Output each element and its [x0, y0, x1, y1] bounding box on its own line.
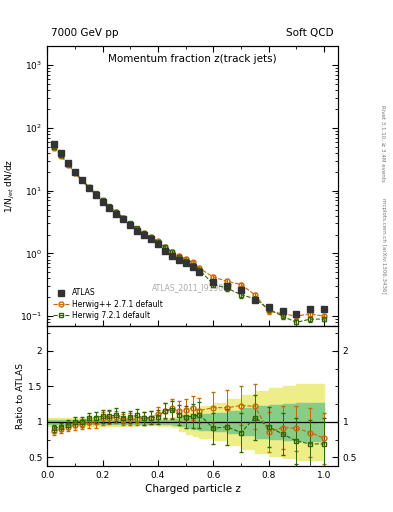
Y-axis label: Ratio to ATLAS: Ratio to ATLAS	[16, 363, 25, 429]
Text: 7000 GeV pp: 7000 GeV pp	[51, 28, 119, 38]
X-axis label: Charged particle z: Charged particle z	[145, 484, 241, 494]
Text: ATLAS_2011_I919017: ATLAS_2011_I919017	[152, 283, 233, 292]
Text: Momentum fraction z(track jets): Momentum fraction z(track jets)	[108, 54, 277, 65]
Legend: ATLAS, Herwig++ 2.7.1 default, Herwig 7.2.1 default: ATLAS, Herwig++ 2.7.1 default, Herwig 7.…	[51, 286, 165, 322]
Text: Soft QCD: Soft QCD	[286, 28, 334, 38]
Y-axis label: 1/N$_{jet}$ dN/dz: 1/N$_{jet}$ dN/dz	[4, 159, 17, 213]
Text: Rivet 3.1.10, ≥ 3.4M events: Rivet 3.1.10, ≥ 3.4M events	[381, 105, 386, 182]
Text: mcplots.cern.ch [arXiv:1306.3436]: mcplots.cern.ch [arXiv:1306.3436]	[381, 198, 386, 293]
